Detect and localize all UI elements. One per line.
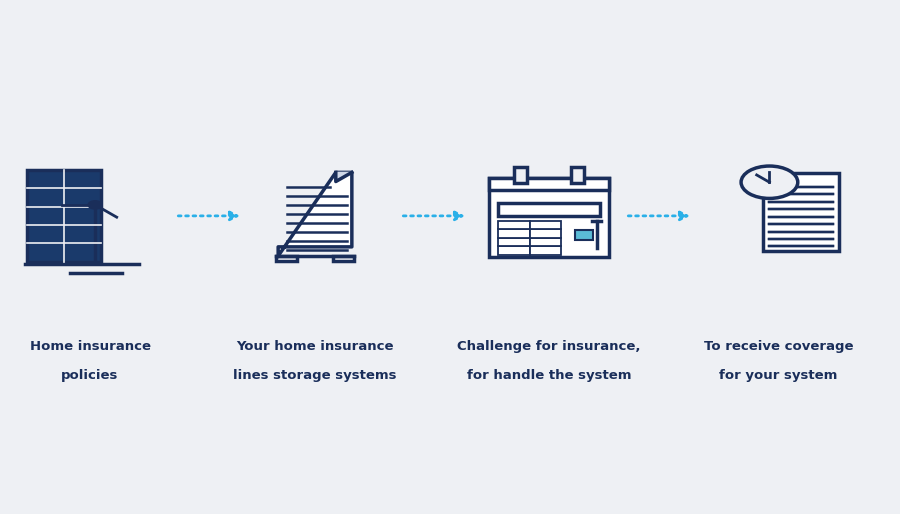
Text: lines storage systems: lines storage systems (233, 369, 397, 382)
Bar (490, 177, 608, 258)
Bar (498, 221, 529, 229)
Text: policies: policies (61, 369, 119, 382)
Bar (575, 230, 593, 240)
Bar (27, 170, 101, 262)
Text: Challenge for insurance,: Challenge for insurance, (457, 340, 641, 354)
Text: for your system: for your system (719, 369, 838, 382)
Bar (276, 256, 297, 261)
Circle shape (741, 166, 797, 198)
Bar (498, 246, 529, 255)
Polygon shape (278, 172, 352, 256)
Bar (763, 173, 839, 251)
Text: Your home insurance: Your home insurance (236, 340, 394, 354)
Bar (529, 229, 562, 238)
Bar (498, 229, 529, 238)
Polygon shape (336, 172, 352, 181)
Bar (529, 246, 562, 255)
Bar (490, 177, 608, 190)
Circle shape (88, 201, 102, 209)
Bar (529, 238, 562, 246)
Text: To receive coverage: To receive coverage (704, 340, 853, 354)
Bar (514, 167, 527, 183)
Bar (498, 238, 529, 246)
Bar (498, 203, 600, 216)
Text: Home insurance: Home insurance (30, 340, 150, 354)
Text: for handle the system: for handle the system (467, 369, 631, 382)
Bar (529, 221, 562, 229)
Bar (333, 256, 354, 261)
Bar (571, 167, 584, 183)
Circle shape (741, 166, 797, 198)
